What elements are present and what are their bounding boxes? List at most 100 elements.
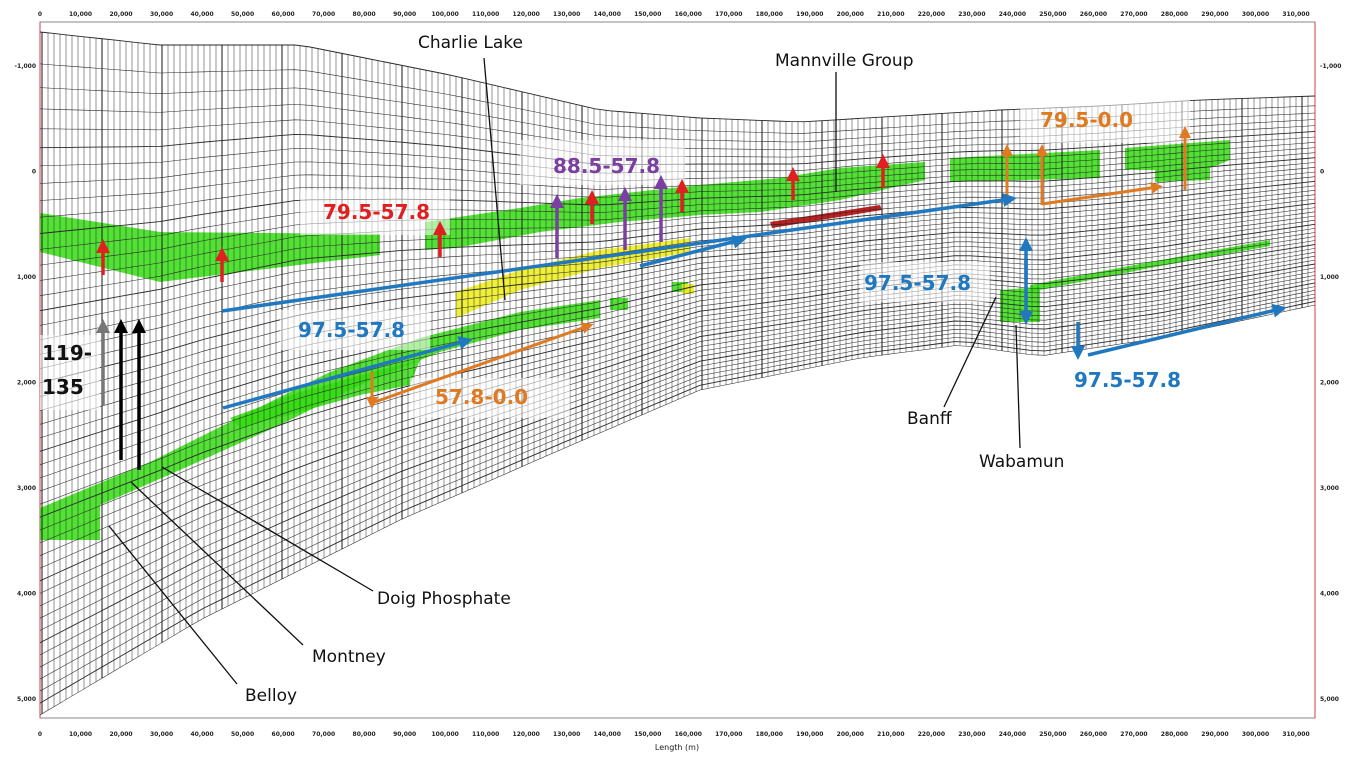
x-tick-label: 90,000 xyxy=(393,731,416,738)
x-tick-label: 280,000 xyxy=(1161,11,1188,18)
x-tick-label: 260,000 xyxy=(1080,731,1107,738)
x-tick-label: 270,000 xyxy=(1120,11,1147,18)
x-tick-label: 100,000 xyxy=(431,11,458,18)
x-tick-label: 120,000 xyxy=(513,731,540,738)
x-tick-label: 80,000 xyxy=(353,731,376,738)
x-tick-label: 40,000 xyxy=(190,11,213,18)
orange-right-arrow xyxy=(371,322,594,405)
y-tick-label: 4,000 xyxy=(17,591,36,598)
label-charlie-lake: Charlie Lake xyxy=(418,33,523,53)
blue-right-arrow xyxy=(1087,303,1287,357)
range-label-blue-left: 97.5-57.8 xyxy=(298,318,405,342)
x-tick-label: 150,000 xyxy=(634,11,661,18)
range-label-black-bottom: 135 xyxy=(42,375,84,399)
x-axis-top-ticks: 0 10,000 20,000 30,000 40,000 50,000 60,000 70,… xyxy=(38,11,1310,18)
yellow-zone-small xyxy=(682,284,694,294)
label-belloy: Belloy xyxy=(245,686,297,706)
label-backdrops xyxy=(40,98,1210,418)
green-zone-wabamun-thin xyxy=(1030,240,1270,292)
x-tick-label: 90,000 xyxy=(393,11,416,18)
leader-wabamun xyxy=(1015,324,1021,449)
age-range-labels: 79.5-57.8 88.5-57.8 79.5-0.0 97.5-57.8 9… xyxy=(42,108,1181,409)
y-axis-left-ticks: -1,000 0 1,000 2,000 3,000 4,000 5,000 xyxy=(15,63,36,703)
y-tick-label: 3,000 xyxy=(1320,485,1339,492)
x-tick-label: 140,000 xyxy=(594,11,621,18)
x-tick-label: 20,000 xyxy=(109,11,132,18)
x-tick-label: 200,000 xyxy=(837,11,864,18)
x-tick-label: 240,000 xyxy=(999,11,1026,18)
x-tick-label: 240,000 xyxy=(999,731,1026,738)
y-tick-label: 4,000 xyxy=(1320,591,1339,598)
x-tick-label: 70,000 xyxy=(312,731,335,738)
x-tick-label: 230,000 xyxy=(958,731,985,738)
x-tick-label: 40,000 xyxy=(190,731,213,738)
x-tick-label: 30,000 xyxy=(150,11,173,18)
leader-doig xyxy=(161,466,374,592)
range-label-orange-top: 79.5-0.0 xyxy=(1040,108,1133,132)
x-tick-label: 190,000 xyxy=(796,11,823,18)
y-tick-label: -1,000 xyxy=(1320,63,1341,70)
x-tick-label: 80,000 xyxy=(353,11,376,18)
x-tick-label: 50,000 xyxy=(231,731,254,738)
x-tick-label: 110,000 xyxy=(472,731,499,738)
x-tick-label: 0 xyxy=(38,731,42,738)
label-mannville-group: Mannville Group xyxy=(775,51,913,71)
x-tick-label: 260,000 xyxy=(1080,11,1107,18)
y-tick-label: 2,000 xyxy=(1320,380,1339,387)
x-tick-label: 160,000 xyxy=(675,731,702,738)
x-tick-label: 200,000 xyxy=(837,731,864,738)
x-tick-label: 310,000 xyxy=(1282,11,1309,18)
x-tick-label: 310,000 xyxy=(1282,731,1309,738)
x-tick-label: 30,000 xyxy=(150,731,173,738)
x-tick-label: 210,000 xyxy=(877,731,904,738)
x-tick-label: 130,000 xyxy=(553,731,580,738)
label-wabamun: Wabamun xyxy=(979,452,1064,472)
x-tick-label: 210,000 xyxy=(877,11,904,18)
x-axis-bottom-ticks: 0 10,000 20,000 30,000 40,000 50,000 60,000 70,… xyxy=(38,731,1310,738)
y-tick-label: 5,000 xyxy=(17,696,36,703)
leader-lines xyxy=(108,57,1021,685)
y-tick-label: -1,000 xyxy=(15,63,36,70)
x-tick-label: 10,000 xyxy=(69,731,92,738)
x-tick-label: 250,000 xyxy=(1039,11,1066,18)
purple-arrows xyxy=(550,175,668,258)
green-zone-small-2 xyxy=(672,282,688,292)
x-tick-label: 250,000 xyxy=(1039,731,1066,738)
x-tick-label: 280,000 xyxy=(1161,731,1188,738)
label-banff: Banff xyxy=(907,409,953,429)
y-axis-right-ticks: -1,000 0 1,000 2,000 3,000 4,000 5,000 xyxy=(1320,63,1341,703)
formation-labels: Charlie Lake Mannville Group Doig Phosph… xyxy=(245,33,1064,706)
x-tick-label: 150,000 xyxy=(634,731,661,738)
y-tick-label: 1,000 xyxy=(17,274,36,281)
x-tick-label: 50,000 xyxy=(231,11,254,18)
x-tick-label: 180,000 xyxy=(756,11,783,18)
blue-short-arrow xyxy=(639,234,747,268)
y-tick-label: 0 xyxy=(32,169,36,176)
x-tick-label: 160,000 xyxy=(675,11,702,18)
leader-charlie-lake xyxy=(483,57,506,301)
black-arrows xyxy=(96,319,146,470)
x-tick-label: 290,000 xyxy=(1201,731,1228,738)
x-tick-label: 130,000 xyxy=(553,11,580,18)
yellow-zone-charlie-lake xyxy=(456,238,690,318)
red-arrows xyxy=(96,154,890,282)
blue-short-arrow xyxy=(222,336,473,410)
x-tick-label: 100,000 xyxy=(431,731,458,738)
x-tick-label: 190,000 xyxy=(796,731,823,738)
x-tick-label: 220,000 xyxy=(918,11,945,18)
x-tick-label: 70,000 xyxy=(312,11,335,18)
blue-long-arrow xyxy=(221,193,1017,313)
x-tick-label: 170,000 xyxy=(715,731,742,738)
y-tick-label: 3,000 xyxy=(17,485,36,492)
x-tick-label: 230,000 xyxy=(958,11,985,18)
orange-right-arrow xyxy=(1041,181,1163,206)
range-label-orange-left: 57.8-0.0 xyxy=(435,385,528,409)
x-tick-label: 300,000 xyxy=(1242,11,1269,18)
range-label-black-top: 119- xyxy=(42,341,92,365)
x-tick-label: 270,000 xyxy=(1120,731,1147,738)
y-tick-label: 5,000 xyxy=(1320,696,1339,703)
leader-banff xyxy=(943,296,997,408)
x-tick-label: 220,000 xyxy=(918,731,945,738)
y-tick-label: 2,000 xyxy=(17,380,36,387)
